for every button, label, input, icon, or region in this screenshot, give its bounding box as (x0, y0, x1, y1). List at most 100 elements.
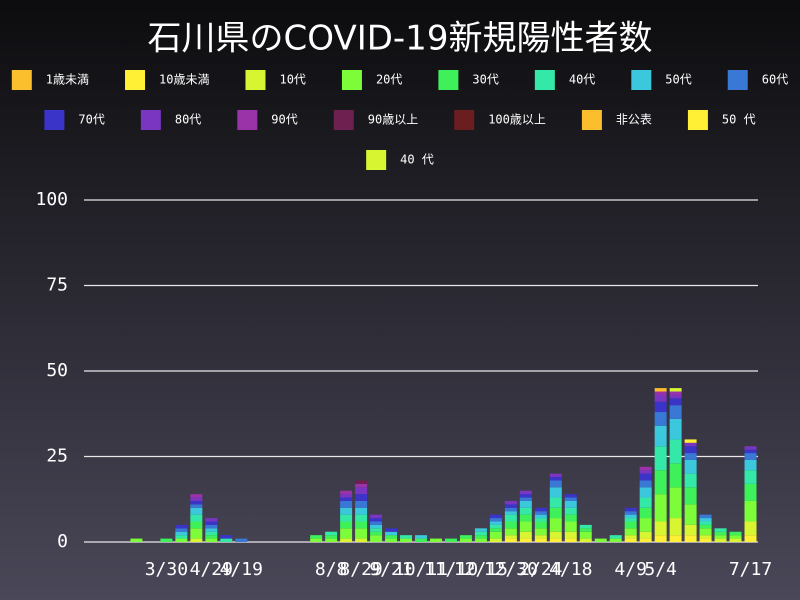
bar-segment (639, 497, 652, 508)
bar-segment (639, 470, 652, 474)
bar-segment (669, 487, 682, 519)
bar-segment (175, 528, 188, 532)
bar-segment (564, 531, 577, 539)
bar-segment (744, 449, 757, 454)
bar-segment (519, 490, 532, 495)
bar-segment (519, 500, 532, 508)
bar-segment (744, 446, 757, 450)
bar-segment (654, 388, 667, 392)
bar-segment (669, 388, 682, 392)
bar-segment (385, 535, 398, 539)
bar-segment (370, 521, 383, 525)
bar-segment (669, 418, 682, 440)
bar-segment (699, 521, 712, 525)
legend-swatch (44, 110, 65, 130)
bar-segment (504, 528, 517, 536)
bar-segment (130, 538, 143, 542)
bar-segment (579, 524, 592, 529)
bar-segment (489, 521, 502, 525)
bar-segment (190, 521, 203, 529)
legend-swatch (631, 70, 652, 90)
legend-label: 50代 (665, 73, 691, 87)
bar-segment (669, 518, 682, 536)
bar-segment (474, 538, 487, 542)
bar-segment (699, 514, 712, 519)
bar-segment (744, 459, 757, 471)
legend-swatch (11, 70, 32, 90)
bar-segment (205, 528, 218, 532)
bar-segment (489, 528, 502, 532)
bar-segment (340, 497, 353, 501)
bar-segment (549, 487, 562, 498)
bar-segment (519, 538, 532, 542)
bar-segment (340, 538, 353, 542)
bar-segment (519, 521, 532, 532)
bar-segment (190, 507, 203, 515)
bar-segment (534, 511, 547, 515)
bar-segment (714, 535, 727, 539)
legend-swatch (438, 70, 459, 90)
bar-segment (370, 535, 383, 542)
bar-segment (549, 473, 562, 478)
x-tick-label: 2/24 (519, 559, 562, 580)
bar-segment (534, 535, 547, 539)
bar-segment (699, 538, 712, 542)
bar-segment (370, 524, 383, 529)
bar-segment (235, 538, 248, 542)
bar-segment (370, 528, 383, 532)
bar-segment (205, 535, 218, 539)
x-tick-label: 4/19 (220, 559, 263, 580)
bar-segment (400, 535, 413, 539)
bar-segment (504, 507, 517, 512)
bar-segment (190, 500, 203, 505)
legend-label: 60代 (762, 73, 788, 87)
bar-segment (669, 398, 682, 406)
legend-label: 30代 (472, 73, 498, 87)
x-tick-label: 7/17 (729, 559, 772, 580)
legend-swatch (341, 70, 362, 90)
bar-segment (519, 494, 532, 498)
bar-segment (355, 521, 368, 529)
bar-segment (370, 514, 383, 519)
bar-segment (609, 538, 622, 542)
bar-segment (624, 528, 637, 536)
bar-segment (699, 528, 712, 536)
bar-segment (444, 538, 457, 542)
bar-segment (340, 490, 353, 495)
legend-swatch (245, 70, 266, 90)
bar-segment (639, 507, 652, 519)
bar-segment (205, 524, 218, 529)
bar-segment (684, 442, 697, 447)
bar-segment (549, 507, 562, 519)
bar-segment (684, 459, 697, 474)
bar-segment (654, 494, 667, 522)
bar-segment (669, 394, 682, 399)
bar-segment (160, 538, 173, 542)
bar-segment (744, 521, 757, 536)
bar-segment (534, 507, 547, 512)
bar-segment (310, 538, 323, 542)
bar-segment (549, 477, 562, 481)
bar-segment (175, 531, 188, 536)
bar-segment (624, 521, 637, 529)
bar-segment (340, 500, 353, 508)
bar-segment (459, 538, 472, 542)
bar-segment (714, 538, 727, 542)
legend-swatch (366, 150, 387, 170)
bar-segment (669, 463, 682, 488)
bar-segment (699, 518, 712, 522)
bar-segment (684, 439, 697, 443)
bar-segment (355, 538, 368, 542)
bar-segment (504, 535, 517, 539)
bar-segment (654, 394, 667, 402)
bar-segment (669, 405, 682, 419)
bar-segment (579, 528, 592, 532)
bar-segment (504, 538, 517, 542)
bar-segment (205, 521, 218, 525)
bar-segment (504, 511, 517, 515)
bar-segment (699, 524, 712, 529)
x-tick-label: 9/21 (369, 559, 412, 580)
bar-segment (639, 466, 652, 471)
bar-segment (355, 507, 368, 515)
bar-segment (624, 518, 637, 522)
